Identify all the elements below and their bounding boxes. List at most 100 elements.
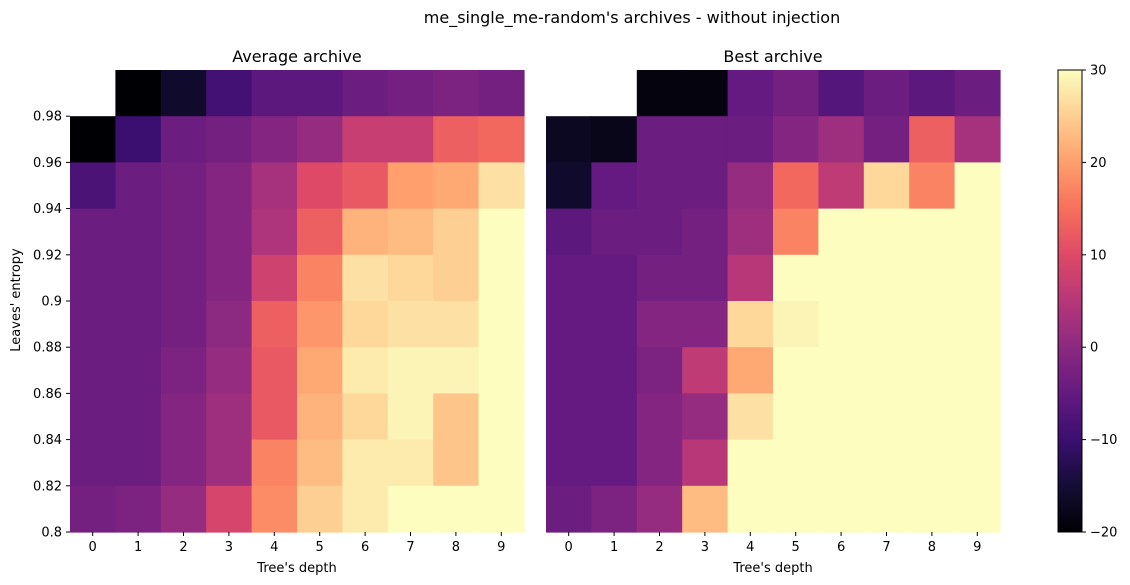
heatmap-cell: [682, 347, 729, 394]
heatmap-cell: [954, 301, 1001, 348]
colorbar-tick-label: 20: [1090, 156, 1107, 171]
y-tick-label: 0.84: [33, 433, 62, 448]
heatmap-cell: [818, 439, 865, 487]
heatmap-cell: [206, 208, 253, 256]
heatmap-cell: [478, 347, 525, 394]
x-tick-label: 3: [701, 540, 709, 555]
heatmap-cell: [682, 254, 729, 302]
heatmap-cell: [160, 347, 207, 394]
heatmap-cell: [636, 208, 683, 256]
x-tick-label: 9: [973, 540, 981, 555]
heatmap-cell: [636, 116, 683, 163]
x-tick-label: 8: [928, 540, 936, 555]
heatmap-cell: [636, 70, 683, 117]
heatmap-cell: [206, 70, 253, 117]
heatmap-cell: [727, 485, 774, 533]
heatmap-cell: [115, 254, 162, 302]
colorbar-tick-label: 0: [1090, 341, 1098, 356]
heatmap-cell: [160, 208, 207, 256]
heatmap-cell: [636, 485, 683, 533]
y-tick-label: 0.82: [33, 479, 62, 494]
heatmap-cell: [727, 208, 774, 256]
heatmap-cell: [863, 254, 910, 302]
colorbar: 30 20 10 0 −10 −20: [1057, 64, 1117, 541]
x-tick-label: 0: [89, 540, 97, 555]
best-archive-title: Best archive: [723, 47, 822, 66]
heatmap-cell: [727, 301, 774, 348]
heatmap-cell: [773, 485, 819, 533]
heatmap-cell: [863, 301, 910, 348]
best-cells: [546, 70, 1001, 533]
heatmap-cell: [546, 393, 592, 441]
heatmap-cell: [818, 393, 865, 441]
heatmap-cell: [591, 208, 638, 256]
heatmap-cell: [682, 208, 729, 256]
colorbar-tick-label: 30: [1090, 64, 1107, 79]
heatmap-cell: [115, 162, 162, 210]
heatmap-cell: [297, 70, 343, 117]
heatmap-cell: [478, 439, 525, 487]
heatmap-cell: [387, 393, 434, 441]
heatmap-cell: [636, 301, 683, 348]
heatmap-cell: [160, 439, 207, 487]
heatmap-cell: [115, 347, 162, 394]
heatmap-cell: [954, 347, 1001, 394]
heatmap-cell: [433, 485, 480, 533]
heatmap-cell: [160, 162, 207, 210]
heatmap-cell: [478, 254, 525, 302]
heatmap-cell: [342, 439, 389, 487]
heatmap-cell: [546, 485, 592, 533]
heatmap-cell: [160, 393, 207, 441]
heatmap-cell: [818, 70, 865, 117]
heatmap-cell: [478, 116, 525, 163]
heatmap-cell: [251, 485, 298, 533]
heatmap-cell: [954, 254, 1001, 302]
heatmap-cell: [70, 254, 116, 302]
heatmap-cell: [115, 439, 162, 487]
heatmap-cell: [115, 393, 162, 441]
heatmap-cell: [478, 162, 525, 210]
colorbar-gradient: [1057, 69, 1083, 533]
heatmap-cell: [206, 347, 253, 394]
y-tick-label: 0.8: [41, 526, 62, 541]
x-tick-label: 2: [655, 540, 663, 555]
best-ticks: 0 1 2 3 4 5 6 7 8 9: [565, 532, 981, 555]
heatmap-cell: [546, 162, 592, 210]
heatmap-cell: [387, 208, 434, 256]
heatmap-cell: [682, 439, 729, 487]
heatmap-cell: [342, 208, 389, 256]
heatmap-cell: [727, 162, 774, 210]
heatmap-cell: [818, 162, 865, 210]
heatmap-cell: [251, 347, 298, 394]
heatmap-cell: [297, 301, 343, 348]
heatmap-cell: [297, 393, 343, 441]
heatmap-cell: [70, 301, 116, 348]
heatmap-cell: [546, 301, 592, 348]
heatmap-cell: [591, 116, 638, 163]
heatmap-cell: [863, 208, 910, 256]
x-tick-label: 4: [746, 540, 754, 555]
heatmap-average: Average archive 0 1 2 3 4 5 6 7 8 9 0.98 0.96 0.94 0.…: [9, 47, 525, 576]
heatmap-cell: [636, 347, 683, 394]
heatmap-cell: [727, 254, 774, 302]
heatmap-cell: [433, 162, 480, 210]
heatmap-cell: [387, 485, 434, 533]
heatmap-cell: [909, 393, 956, 441]
x-tick-label: 7: [406, 540, 414, 555]
heatmap-cell: [863, 116, 910, 163]
heatmap-cell: [863, 393, 910, 441]
heatmap-cell: [954, 393, 1001, 441]
heatmap-cell: [70, 485, 116, 533]
heatmap-cell: [206, 254, 253, 302]
heatmap-cell: [818, 301, 865, 348]
heatmap-cell: [433, 439, 480, 487]
heatmap-cell: [682, 485, 729, 533]
heatmap-cell: [727, 439, 774, 487]
heatmap-cell: [297, 347, 343, 394]
heatmap-cell: [160, 116, 207, 163]
x-tick-label: 5: [316, 540, 324, 555]
heatmap-cell: [115, 208, 162, 256]
heatmap-cell: [682, 116, 729, 163]
heatmap-cell: [297, 254, 343, 302]
